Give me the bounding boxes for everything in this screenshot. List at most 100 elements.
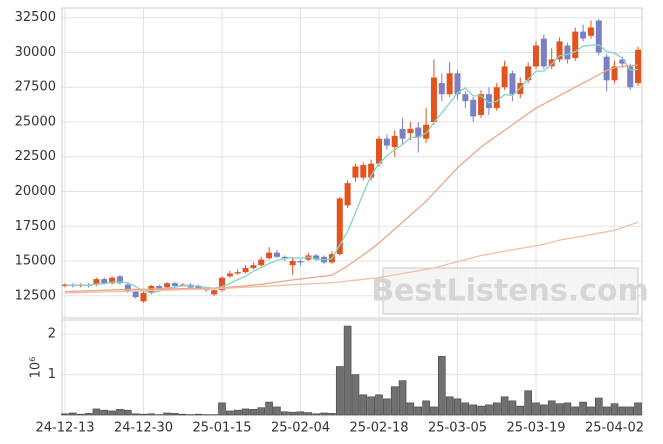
- x-tick-label: 25-02-18: [349, 421, 408, 436]
- candle-body: [281, 256, 288, 259]
- y-tick-label: 30000: [15, 45, 56, 60]
- volume-bar: [147, 413, 156, 416]
- volume-bar: [532, 402, 540, 416]
- volume-bar: [257, 407, 266, 416]
- volume-bar: [571, 406, 580, 416]
- y-tick-label: 2: [48, 327, 56, 342]
- candle-body: [572, 31, 579, 59]
- x-tick-label: 24-12-30: [114, 421, 173, 436]
- volume-bar: [618, 406, 627, 416]
- volume-bar: [84, 413, 93, 416]
- volume-bar: [587, 406, 595, 416]
- y-tick-label: 20000: [15, 184, 56, 199]
- candle-body: [62, 284, 68, 287]
- volume-bar: [280, 411, 289, 416]
- candle-body: [430, 77, 437, 122]
- candle-body: [156, 286, 163, 289]
- volume-bar: [579, 401, 587, 416]
- volume-bar: [634, 402, 642, 416]
- volume-bar: [163, 412, 171, 416]
- x-tick-label: 25-03-19: [506, 421, 565, 436]
- candle-body: [509, 73, 516, 95]
- candle-body: [242, 267, 249, 273]
- candle-body: [171, 283, 178, 287]
- candle-body: [493, 87, 500, 109]
- volume-bar: [453, 398, 462, 416]
- volume-bar: [69, 412, 77, 416]
- volume-bar: [116, 409, 124, 416]
- y-tick-label: 1: [48, 367, 56, 382]
- volume-bar: [398, 380, 407, 416]
- volume-bar: [492, 402, 501, 416]
- candle-body: [164, 283, 171, 288]
- candle-body: [501, 66, 508, 88]
- volume-bar: [383, 398, 391, 416]
- volume-bar: [288, 411, 297, 416]
- volume-bar: [375, 394, 383, 416]
- candle-body: [415, 127, 422, 138]
- candle-body: [258, 259, 265, 266]
- volume-bar: [461, 402, 470, 416]
- candle-body: [360, 165, 367, 178]
- volume-bar: [194, 413, 203, 416]
- candle-body: [564, 45, 571, 60]
- volume-bar: [92, 408, 101, 416]
- candle-body: [399, 128, 406, 139]
- volume-bar: [241, 408, 250, 416]
- volume-bar: [124, 409, 132, 416]
- candle-body: [352, 166, 359, 178]
- candle-body: [446, 73, 453, 95]
- candle-body: [234, 272, 241, 274]
- volume-bar: [563, 402, 572, 416]
- volume-bar: [626, 406, 635, 416]
- candle-body: [195, 286, 202, 289]
- candle-body: [93, 279, 100, 285]
- volume-bar: [445, 396, 454, 416]
- candle-body: [454, 73, 461, 95]
- candle-body: [391, 135, 398, 148]
- candle-body: [250, 265, 257, 268]
- x-tick-label: 25-01-15: [192, 421, 251, 436]
- candle-body: [132, 291, 139, 298]
- moving-average-line: [64, 221, 639, 294]
- candle-body: [525, 66, 532, 81]
- volume-bar: [437, 356, 446, 416]
- candle-body: [462, 94, 469, 102]
- volume-bar: [602, 406, 611, 416]
- volume-bar: [226, 410, 234, 416]
- candle-body: [266, 252, 273, 259]
- candle-body: [124, 284, 131, 292]
- candle-body: [289, 261, 296, 266]
- volume-bar: [328, 413, 336, 416]
- y-tick-label: 12500: [15, 288, 56, 303]
- volume-bar: [320, 412, 328, 416]
- volume-bar: [540, 404, 548, 416]
- candle-body: [423, 124, 430, 139]
- candle-body: [313, 255, 320, 260]
- candle-body: [438, 83, 445, 95]
- candle-body: [376, 138, 382, 164]
- volume-bar: [108, 410, 116, 416]
- volume-bar: [273, 406, 281, 416]
- volume-bar: [516, 405, 525, 416]
- candle-body: [485, 94, 492, 109]
- volume-bar: [335, 366, 344, 416]
- volume-bar: [100, 409, 109, 416]
- candle-body: [109, 277, 116, 284]
- candle-body: [336, 198, 343, 255]
- candle-body: [407, 128, 414, 134]
- volume-bar: [304, 412, 313, 416]
- candle-body: [470, 99, 477, 117]
- candle-body: [603, 56, 610, 81]
- y-axis-label: 10⁶: [29, 357, 44, 379]
- volume-bar: [594, 397, 603, 416]
- candle-body: [344, 183, 351, 206]
- volume-bar: [171, 413, 179, 416]
- watermark: BestListens.com: [371, 274, 649, 309]
- volume-bar: [312, 413, 321, 416]
- candle-body: [116, 276, 123, 284]
- y-tick-label: 32500: [15, 10, 56, 25]
- candle-body: [273, 252, 280, 257]
- candle-body: [478, 94, 485, 116]
- volume-bar: [139, 413, 148, 416]
